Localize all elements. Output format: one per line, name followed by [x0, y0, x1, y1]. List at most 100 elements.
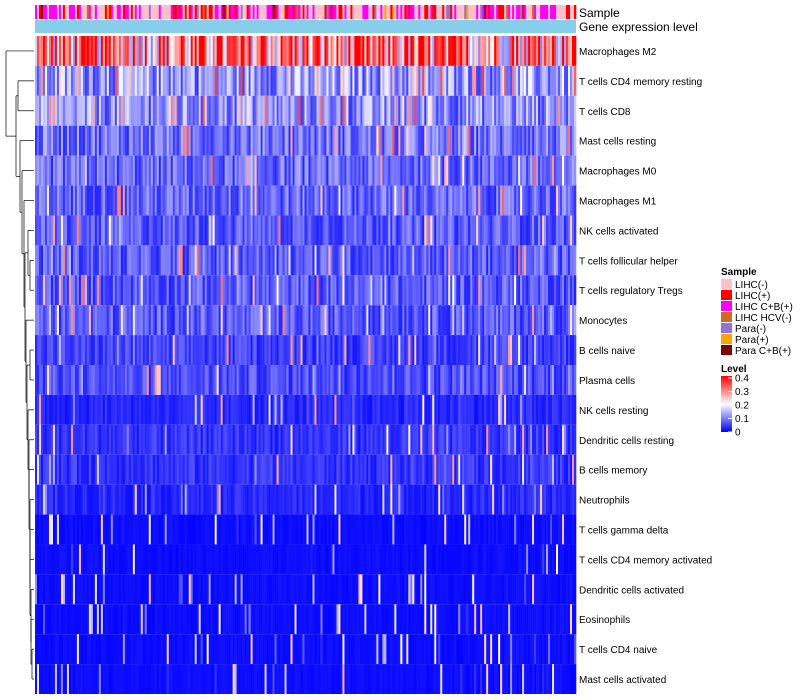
- heatmap-cell: [288, 335, 291, 365]
- heatmap-cell: [284, 335, 287, 365]
- heatmap-cell: [466, 215, 469, 246]
- heatmap-cell: [414, 245, 417, 276]
- heatmap-cell: [270, 215, 273, 246]
- heatmap-cell: [192, 95, 196, 126]
- heatmap-cell: [58, 125, 62, 156]
- heatmap-cell: [324, 394, 327, 425]
- heatmap-cell: [112, 125, 116, 156]
- heatmap-cell: [466, 454, 469, 485]
- heatmap-cell: [450, 424, 453, 455]
- heatmap-cell: [380, 155, 383, 186]
- heatmap-cell: [230, 155, 233, 186]
- heatmap-cell: [110, 215, 114, 246]
- heatmap-cell: [356, 514, 359, 545]
- heatmap-cell: [248, 275, 251, 306]
- heatmap-cell: [556, 365, 559, 395]
- heatmap-cell: [468, 65, 471, 96]
- heatmap-cell: [376, 454, 379, 485]
- heatmap-cell: [334, 484, 337, 515]
- heatmap-cell: [330, 65, 333, 96]
- heatmap-cell: [390, 245, 393, 276]
- heatmap-cell: [346, 335, 349, 365]
- heatmap-cell: [232, 245, 235, 276]
- heatmap-cell: [64, 365, 68, 395]
- heatmap-cell: [46, 424, 50, 455]
- heatmap-cell: [366, 335, 369, 365]
- heatmap-cell: [436, 36, 439, 66]
- heatmap-cell: [296, 484, 299, 515]
- heatmap-cell: [250, 424, 253, 455]
- heatmap-cell: [76, 95, 80, 126]
- heatmap-cell: [156, 65, 160, 96]
- heatmap-cell: [262, 36, 265, 66]
- heatmap-cell: [54, 125, 58, 156]
- heatmap-cell: [158, 95, 162, 126]
- heatmap-cell: [148, 424, 152, 455]
- heatmap-cell: [92, 275, 96, 306]
- heatmap-cell: [132, 394, 136, 425]
- heatmap-cell: [420, 36, 423, 66]
- heatmap-cell: [306, 65, 309, 96]
- heatmap-cell: [294, 335, 297, 365]
- heatmap-cell: [422, 65, 425, 96]
- sample-cell: [290, 5, 293, 19]
- heatmap-cell: [144, 215, 148, 246]
- heatmap-row: [35, 454, 577, 485]
- heatmap-cell: [498, 365, 501, 395]
- heatmap-cell: [372, 484, 375, 515]
- heatmap-cell: [482, 36, 485, 66]
- heatmap-cell: [448, 245, 451, 276]
- sample-cell: [486, 5, 489, 19]
- heatmap-cell: [574, 305, 577, 336]
- heatmap-cell: [166, 155, 170, 186]
- heatmap-cell: [210, 424, 213, 455]
- heatmap-cell: [266, 245, 269, 276]
- heatmap-cell: [146, 454, 150, 485]
- heatmap-cell: [528, 185, 531, 216]
- heatmap-cell: [76, 484, 80, 515]
- heatmap-cell: [544, 394, 547, 425]
- heatmap-cell: [86, 185, 90, 216]
- heatmap-cell: [280, 185, 283, 216]
- heatmap-cell: [394, 335, 397, 365]
- heatmap-cell: [466, 394, 469, 425]
- heatmap-cell: [168, 514, 172, 545]
- heatmap-cell: [270, 424, 273, 455]
- heatmap-cell: [354, 365, 357, 395]
- heatmap-cell: [124, 95, 128, 126]
- heatmap-cell: [410, 305, 413, 336]
- heatmap-cell: [356, 155, 359, 186]
- heatmap-cell: [116, 394, 120, 425]
- heatmap-cell: [300, 215, 303, 246]
- heatmap-cell: [558, 365, 561, 395]
- heatmap-cell: [518, 215, 521, 246]
- heatmap-cell: [112, 245, 116, 276]
- heatmap-cell: [322, 365, 325, 395]
- heatmap-cell: [146, 335, 150, 365]
- heatmap-cell: [100, 394, 104, 425]
- heatmap-cell: [572, 394, 575, 425]
- heatmap-cell: [35, 65, 38, 96]
- heatmap-cell: [204, 394, 207, 425]
- heatmap-cell: [400, 185, 403, 216]
- sample-cell: [360, 5, 363, 19]
- sample-cell: [200, 5, 203, 19]
- heatmap-cell: [260, 365, 263, 395]
- heatmap-cell: [382, 36, 385, 66]
- heatmap-cell: [76, 275, 80, 306]
- heatmap-cell: [358, 65, 361, 96]
- heatmap-cell: [60, 365, 64, 395]
- heatmap-cell: [328, 484, 331, 515]
- sample-cell: [170, 5, 174, 19]
- heatmap-cell: [298, 36, 301, 66]
- heatmap-cell: [532, 305, 535, 336]
- heatmap-cell: [216, 454, 219, 485]
- heatmap-cell: [568, 125, 571, 156]
- heatmap-cell: [308, 125, 311, 156]
- heatmap-cell: [440, 305, 443, 336]
- heatmap-cell: [214, 305, 217, 336]
- heatmap-cell: [196, 125, 199, 156]
- sample-cell: [532, 5, 535, 19]
- heatmap-cell: [392, 125, 395, 156]
- heatmap-cell: [346, 245, 349, 276]
